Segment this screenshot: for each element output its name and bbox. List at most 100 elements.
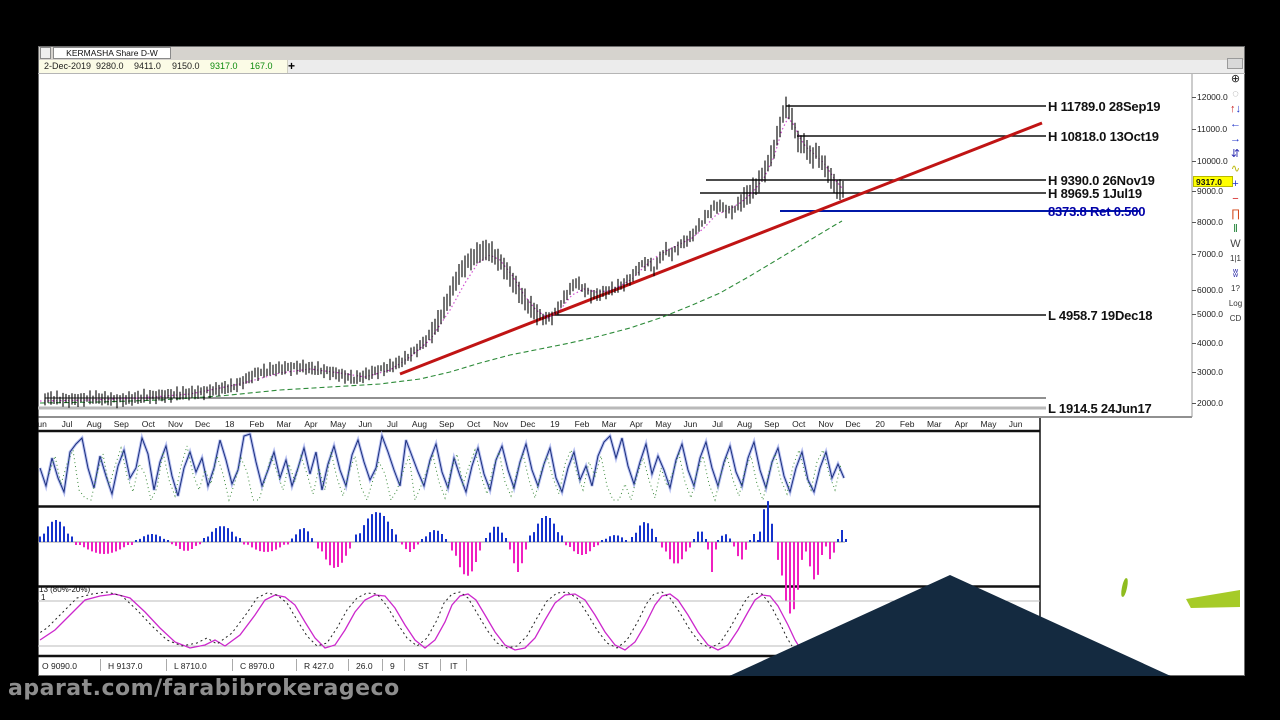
minus-icon[interactable]: − — [1232, 193, 1239, 205]
hot-wave-icon[interactable]: W — [1230, 238, 1241, 250]
x-axis-month-label: Sep — [113, 419, 129, 429]
status-cell: L 8710.0 — [174, 661, 207, 671]
arrow-left-icon[interactable]: ← — [1230, 118, 1241, 130]
price-tick-label: 12000.0 — [1192, 92, 1228, 102]
arrow-right-icon[interactable]: → — [1230, 133, 1241, 145]
status-cell: ST — [418, 661, 429, 671]
x-axis-month-label: Jun — [1008, 419, 1023, 429]
scrollbar-grip[interactable] — [1227, 58, 1243, 69]
level-annotation: H 11789.0 28Sep19 — [1048, 99, 1161, 114]
quote-high: 9411.0 — [134, 61, 161, 71]
x-axis-month-label: Nov — [167, 419, 184, 429]
x-axis-month-label: Aug — [411, 419, 427, 429]
status-divider — [382, 659, 383, 671]
letterbox-top — [0, 0, 1280, 46]
tab-kermasha[interactable]: KERMASHA Share D-W — [53, 47, 171, 59]
letterbox-bottom — [0, 676, 1280, 720]
x-axis-month-label: Apr — [954, 419, 968, 429]
x-axis-month-label: Sep — [764, 419, 780, 429]
quote-change: 167.0 — [250, 61, 273, 71]
status-cell: O 9090.0 — [42, 661, 77, 671]
x-axis-month-label: Apr — [629, 419, 643, 429]
moving-average-long — [39, 220, 843, 404]
compare-icon[interactable]: 1|1 — [1230, 254, 1241, 263]
zigzag-icon[interactable]: ∿ — [1230, 163, 1241, 175]
zoom-in-icon[interactable]: ⊕ — [1230, 73, 1241, 85]
x-axis-month-label: Feb — [249, 419, 265, 429]
x-axis-month-label: Jun — [358, 419, 373, 429]
x-axis-month-label: 19 — [550, 419, 560, 429]
price-tick-label: 4000.0 — [1192, 338, 1223, 348]
price-tick-label: 7000.0 — [1192, 249, 1223, 259]
status-divider — [232, 659, 233, 671]
x-axis-month-label: Feb — [574, 419, 590, 429]
level-annotation: L 4958.7 19Dec18 — [1048, 308, 1153, 323]
oscillator-icon[interactable]: ʬ — [1232, 268, 1239, 280]
info-icon[interactable]: 1? — [1231, 284, 1240, 293]
status-divider — [440, 659, 441, 671]
zoom-out-icon[interactable]: ◌ — [1232, 88, 1239, 100]
current-price-badge: 9317.0 — [1193, 176, 1233, 187]
panel3-stochastic-line — [39, 593, 801, 651]
x-axis-month-label: Dec — [845, 419, 861, 429]
price-tick-label: 8000.0 — [1192, 217, 1223, 227]
status-divider — [296, 659, 297, 671]
stochastic-label: 13 (80%-20%) — [39, 585, 91, 594]
candlesticks — [44, 96, 844, 409]
x-axis-month-label: Jun — [33, 419, 47, 429]
arrows-up-down-icon[interactable]: ↑↓ — [1230, 103, 1241, 115]
quote-close: 9317.0 — [210, 61, 238, 71]
level-annotation: H 10818.0 13Oct19 — [1048, 129, 1159, 144]
x-axis-month-label: Aug — [737, 419, 753, 429]
quote-open: 9280.0 — [96, 61, 124, 71]
x-axis-month-label: Dec — [520, 419, 536, 429]
x-axis-month-label: Jun — [683, 419, 698, 429]
status-cell: C 8970.0 — [240, 661, 275, 671]
chart-window — [38, 46, 1245, 676]
x-axis-month-label: May — [330, 419, 347, 429]
stochastic-sublabel: 1 — [41, 593, 46, 602]
candlestick-icon[interactable]: ∏ — [1230, 208, 1241, 220]
status-divider — [166, 659, 167, 671]
tab-bar — [39, 47, 1244, 61]
periodicity-icon[interactable]: ⇵ — [1230, 148, 1241, 160]
status-divider — [404, 659, 405, 671]
x-axis-month-label: Feb — [899, 419, 915, 429]
panel2-negative-bars — [75, 542, 835, 614]
price-tick-label: 11000.0 — [1191, 124, 1228, 134]
status-cell: 9 — [390, 661, 395, 671]
price-tick-label: 6000.0 — [1192, 285, 1223, 295]
level-annotation: H 9390.0 26Nov19 — [1048, 173, 1155, 188]
level-annotation: H 8969.5 1Jul19 — [1048, 186, 1142, 201]
level-annotation: 8373.8 Ret 0.500 — [1048, 204, 1146, 219]
x-axis-month-label: Sep — [438, 419, 455, 429]
quote-bar — [39, 60, 1244, 73]
x-axis-month-label: Dec — [195, 419, 211, 429]
cd-button[interactable]: CD — [1229, 314, 1242, 323]
trendline-red — [399, 121, 1043, 376]
quote-date: 2-Dec-2019 — [44, 61, 92, 71]
plus-icon[interactable]: + — [1232, 178, 1239, 190]
x-axis-month-label: Mar — [276, 419, 292, 429]
x-axis-month-label: Nov — [818, 419, 834, 429]
x-axis-month-label: May — [980, 419, 997, 429]
x-axis-month-label: Mar — [926, 419, 942, 429]
x-axis-month-label: Mar — [601, 419, 617, 429]
quote-low: 9150.0 — [172, 61, 200, 71]
moving-average-short — [39, 116, 843, 402]
price-tick-label: 10000.0 — [1192, 156, 1228, 166]
panel1-dotted-line — [48, 445, 842, 502]
bars-icon[interactable]: ‖ — [1233, 223, 1238, 235]
watermark-text: aparat.com/farabibrokerageco — [8, 676, 400, 701]
x-axis-month-label: Oct — [466, 419, 481, 429]
price-tick-label: 5000.0 — [1192, 309, 1223, 319]
price-tick-label: 9000.0 — [1192, 186, 1223, 196]
status-cell: IT — [450, 661, 458, 671]
tab-stub[interactable] — [40, 47, 51, 59]
x-axis-month-label: Aug — [86, 419, 102, 429]
log-scale-button[interactable]: Log — [1228, 299, 1243, 308]
add-indicator-button[interactable]: + — [288, 59, 296, 73]
panel2-positive-bars — [39, 501, 847, 542]
x-axis-month-label: Jul — [712, 419, 723, 429]
x-axis-month-label: Nov — [493, 419, 509, 429]
